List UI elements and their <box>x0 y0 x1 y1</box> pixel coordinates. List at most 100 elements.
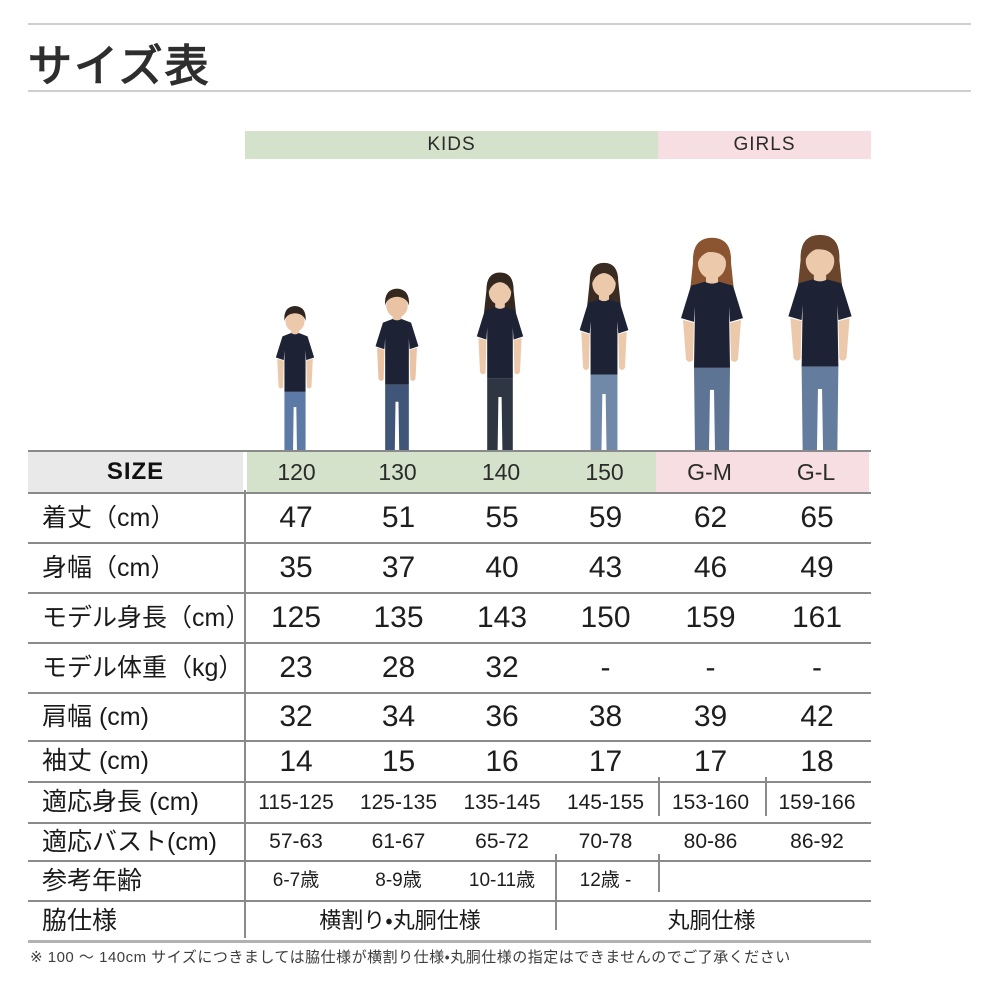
page-title: サイズ表 <box>28 42 211 91</box>
cell <box>764 862 870 900</box>
cell: 115-125 <box>258 791 334 814</box>
model-photo-girls-gl <box>788 234 852 452</box>
cell: 46 <box>693 551 728 584</box>
size-header: SIZE <box>28 452 243 492</box>
size-table: SIZE 120 130 140 150 G-M G-L 着丈（cm） 47 5… <box>28 450 871 943</box>
cell: 135 <box>373 601 424 634</box>
cell: 39 <box>693 700 728 733</box>
row-label: モデル体重（kg） <box>42 654 244 682</box>
cell: 61-67 <box>371 830 426 853</box>
cell: 6-7歳 <box>272 870 320 891</box>
cell: 10-11歳 <box>468 870 536 891</box>
cell: 15 <box>381 745 416 778</box>
cell: 51 <box>381 501 416 534</box>
cell: - <box>705 651 716 684</box>
divider-top <box>28 23 971 25</box>
table-row-body-length: 着丈（cm） 47 51 55 59 62 65 <box>28 494 871 544</box>
header-gap <box>243 452 247 492</box>
side-spec-girls-cell: 丸胴仕様 <box>667 908 756 933</box>
row-label: 適応バスト(cm) <box>42 828 217 856</box>
cell: 35 <box>279 551 313 584</box>
cell: 153-160 <box>671 791 750 814</box>
grid-line-age-150-right <box>658 854 660 892</box>
cell: 57-63 <box>269 830 323 853</box>
cell: 8-9歳 <box>375 870 422 891</box>
cell: 80-86 <box>683 830 738 853</box>
cell: 150 <box>580 601 631 634</box>
footnote: ※ 100 ～ 140cm サイズにつきましては脇仕様が横割り仕様・丸胴仕様の指… <box>30 949 791 966</box>
table-row-reference-age: 参考年齢 6-7歳 8-9歳 10-11歳 12歳 - <box>28 862 871 902</box>
row-label: 肩幅 (cm) <box>42 703 149 731</box>
grid-line-side-spec-split <box>555 892 557 930</box>
column-header-130: 130 <box>346 452 449 492</box>
cell: - <box>812 651 822 684</box>
cell <box>657 862 764 900</box>
row-label: 着丈（cm） <box>42 504 176 532</box>
cell: 59 <box>588 501 623 534</box>
divider-under-title <box>28 90 971 92</box>
row-label: 袖丈 (cm) <box>42 747 149 775</box>
grid-line-fit-height-gm-left <box>658 777 660 816</box>
cell: 32 <box>279 700 313 733</box>
cell: - <box>600 651 611 684</box>
model-photo-girls-gm <box>681 237 743 452</box>
row-label: 脇仕様 <box>42 907 118 935</box>
column-header-gm: G-M <box>656 452 763 492</box>
side-spec-kids-cell: 横割り・丸胴仕様 <box>319 908 481 933</box>
row-label: 身幅（cm） <box>42 554 176 582</box>
row-label: モデル身長（cm） <box>42 604 251 632</box>
cell: 70-78 <box>578 830 633 853</box>
cell: 143 <box>476 601 528 634</box>
cell: 34 <box>381 700 416 733</box>
cell: 17 <box>693 745 728 778</box>
kids-band-label: KIDS <box>245 131 658 159</box>
cell: 14 <box>279 745 313 778</box>
model-photo-kids-150 <box>579 262 629 452</box>
model-photo-kids-120 <box>275 305 315 452</box>
cell: 159-166 <box>778 791 856 814</box>
cell: 145-155 <box>566 791 645 814</box>
cell: 125 <box>270 601 322 634</box>
model-photo-kids-130 <box>375 288 419 452</box>
grid-line-fit-height-gm-right <box>765 777 767 816</box>
table-row-body-width: 身幅（cm） 35 37 40 43 46 49 <box>28 544 871 594</box>
row-label: 適応身長 (cm) <box>42 788 199 816</box>
model-photo-kids-140 <box>476 272 524 452</box>
cell: 37 <box>381 551 416 584</box>
cell: 18 <box>800 745 834 778</box>
cell: 12歳 - <box>579 870 632 891</box>
grid-line-age-150-left <box>555 854 557 892</box>
cell: 16 <box>485 745 519 778</box>
cell: 17 <box>588 745 623 778</box>
cell: 55 <box>485 501 519 534</box>
cell: 42 <box>800 700 834 733</box>
column-header-120: 120 <box>247 452 346 492</box>
cell: 49 <box>800 551 834 584</box>
table-row-side-spec: 脇仕様 横割り・丸胴仕様 丸胴仕様 <box>28 902 871 943</box>
cell: 28 <box>381 651 416 684</box>
cell: 161 <box>791 601 843 634</box>
cell: 65-72 <box>475 830 529 853</box>
table-row-fit-bust: 適応バスト(cm) 57-63 61-67 65-72 70-78 80-86 … <box>28 824 871 862</box>
cell: 65 <box>800 501 834 534</box>
girls-band-label: GIRLS <box>658 131 871 159</box>
row-label: 参考年齢 <box>42 867 143 895</box>
table-row-model-weight: モデル体重（kg） 23 28 32 - - - <box>28 644 871 694</box>
size-header-row: SIZE 120 130 140 150 G-M G-L <box>28 450 871 494</box>
table-row-shoulder-width: 肩幅 (cm) 32 34 36 38 39 42 <box>28 694 871 742</box>
cell: 62 <box>693 501 728 534</box>
table-row-model-height: モデル身長（cm） 125 135 143 150 159 161 <box>28 594 871 644</box>
cell: 47 <box>279 501 313 534</box>
table-row-fit-height: 適応身長 (cm) 115-125 125-135 135-145 145-15… <box>28 783 871 824</box>
cell: 38 <box>588 700 623 733</box>
cell: 86-92 <box>790 830 844 853</box>
cell: 32 <box>485 651 519 684</box>
cell: 40 <box>485 551 519 584</box>
column-header-150: 150 <box>553 452 656 492</box>
grid-line-label-column <box>244 490 246 938</box>
cell: 43 <box>588 551 623 584</box>
column-header-gl: G-L <box>763 452 869 492</box>
cell: 159 <box>685 601 736 634</box>
cell: 23 <box>279 651 313 684</box>
